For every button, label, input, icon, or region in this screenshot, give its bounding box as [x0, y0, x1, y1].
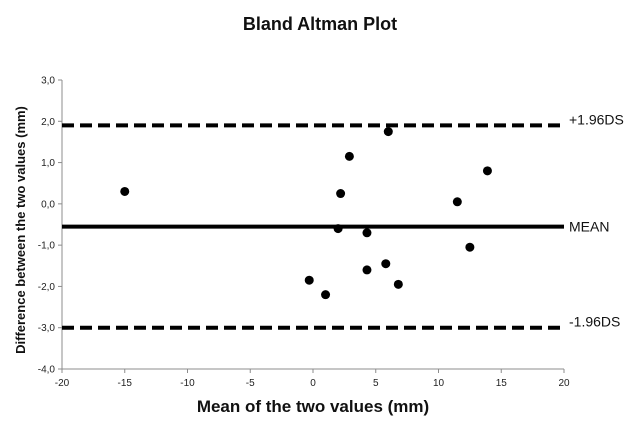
reference-lines: +1.96DS MEAN -1.96DS [62, 111, 624, 330]
x-tick-label: 5 [373, 378, 379, 389]
y-tick-label: 3,0 [41, 76, 55, 87]
y-tick-label: 1,0 [41, 158, 55, 169]
axes [61, 80, 564, 370]
x-tick-label: -15 [118, 378, 133, 389]
ticks: 3,0 2,0 1,0 0,0 -1,0 -2,0 -3,0 -4,0 -20 -15 -10 -5 0… [38, 76, 570, 390]
data-point [452, 197, 462, 207]
y-tick-label: 2,0 [41, 117, 55, 128]
data-point [482, 166, 492, 176]
reference-line-label: MEAN [569, 219, 609, 235]
y-tick-label: 0,0 [41, 199, 55, 210]
chart-title: Bland Altman Plot [243, 14, 397, 34]
x-tick-label: 15 [496, 378, 508, 389]
x-axis-title: Mean of the two values (mm) [197, 397, 429, 416]
data-point [383, 127, 393, 137]
x-tick-label: -5 [246, 378, 255, 389]
reference-line-label: -1.96DS [569, 314, 620, 330]
reference-line-label: +1.96DS [569, 111, 624, 127]
x-tick-label: 20 [558, 378, 570, 389]
data-point [333, 224, 343, 234]
data-point [304, 275, 314, 285]
x-tick-label: 10 [433, 378, 445, 389]
y-tick-label: -2,0 [38, 282, 56, 293]
x-tick-label: -10 [180, 378, 195, 389]
data-point [321, 290, 331, 300]
y-tick-label: -4,0 [38, 365, 56, 376]
data-point [381, 259, 391, 269]
y-tick-label: -1,0 [38, 241, 56, 252]
data-point [465, 242, 475, 252]
data-point [344, 151, 354, 161]
data-point [362, 228, 372, 238]
data-point [362, 265, 372, 275]
data-point [393, 279, 403, 289]
data-points [120, 127, 492, 300]
y-tick-label: -3,0 [38, 323, 56, 334]
x-tick-label: 0 [310, 378, 316, 389]
data-point [336, 189, 346, 199]
y-axis-title: Difference between the two values (mm) [13, 106, 28, 354]
data-point [120, 186, 130, 196]
x-tick-label: -20 [55, 378, 70, 389]
